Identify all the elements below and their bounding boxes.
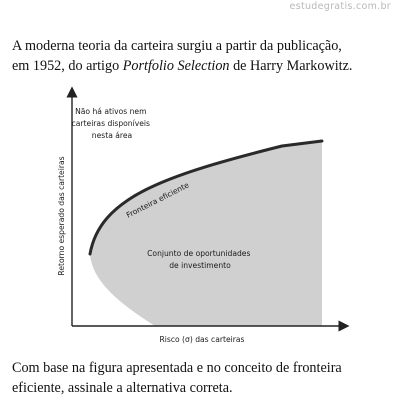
x-axis-label: Risco (σ) das carteiras [159,335,244,344]
opportunity-line-2: de investimento [169,261,231,270]
no-assets-line-2: carteiras disponíveis [72,119,150,128]
intro-line-2-end: de Harry Markowitz. [229,58,353,74]
opportunity-line-1: Conjunto de oportunidades [147,249,250,258]
opportunity-set-label: Conjunto de oportunidades de investiment… [147,249,253,270]
prompt-line-1: Com base na figura apresentada e no conc… [12,360,342,376]
efficient-frontier-diagram: Não há ativos nem carteiras disponíveis … [57,86,350,344]
article-title: Portfolio Selection [122,58,230,74]
efficient-frontier-figure: Não há ativos nem carteiras disponíveis … [52,86,352,346]
efficient-frontier-curve [88,139,324,256]
site-watermark: estudegratis.com.br [289,1,391,12]
no-assets-label: Não há ativos nem carteiras disponíveis … [72,107,153,140]
opportunity-set-region [90,141,322,326]
y-axis-label: Retorno esperado das carteiras [57,156,66,275]
intro-line-2-start: em 1952, do artigo [12,58,123,74]
no-assets-line-1: Não há ativos nem [75,107,146,116]
no-assets-line-3: nesta área [92,131,132,140]
prompt-line-2: eficiente, assinale a alternativa corret… [12,380,233,396]
question-prompt: Com base na figura apresentada e no conc… [12,358,390,398]
intro-line-2: em 1952, do artigo Portfolio Selection d… [12,56,390,76]
intro-line-1: A moderna teoria da carteira surgiu a pa… [12,38,342,54]
question-intro: A moderna teoria da carteira surgiu a pa… [12,36,390,76]
